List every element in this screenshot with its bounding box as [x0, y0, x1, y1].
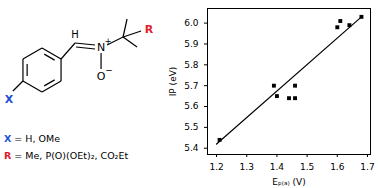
svg-text:X: X: [5, 93, 14, 106]
svg-text:−: −: [105, 65, 113, 75]
svg-text:Eₚ₍ₐ₎ (V): Eₚ₍ₐ₎ (V): [272, 177, 306, 187]
svg-text:X = H, OMe: X = H, OMe: [4, 133, 60, 144]
svg-text:H: H: [71, 29, 79, 40]
svg-text:6.0: 6.0: [184, 18, 199, 28]
svg-text:IP (eV): IP (eV): [168, 67, 178, 97]
svg-text:5.7: 5.7: [184, 81, 198, 91]
svg-text:5.8: 5.8: [184, 60, 199, 70]
svg-text:5.4: 5.4: [184, 143, 199, 153]
svg-text:1.6: 1.6: [330, 162, 345, 172]
svg-text:1.7: 1.7: [360, 162, 374, 172]
svg-text:R: R: [145, 23, 154, 36]
svg-text:1.4: 1.4: [270, 162, 285, 172]
svg-text:1.3: 1.3: [240, 162, 254, 172]
svg-text:5.9: 5.9: [184, 39, 199, 49]
svg-text:O: O: [96, 70, 106, 83]
svg-text:5.6: 5.6: [184, 101, 199, 111]
html-text:N+: N+: [96, 37, 112, 54]
svg-text:5.5: 5.5: [184, 122, 198, 132]
svg-text:R = Me, P(O)(OEt)₂, CO₂Et: R = Me, P(O)(OEt)₂, CO₂Et: [4, 150, 128, 161]
svg-text:1.2: 1.2: [209, 162, 223, 172]
svg-text:1.5: 1.5: [300, 162, 314, 172]
